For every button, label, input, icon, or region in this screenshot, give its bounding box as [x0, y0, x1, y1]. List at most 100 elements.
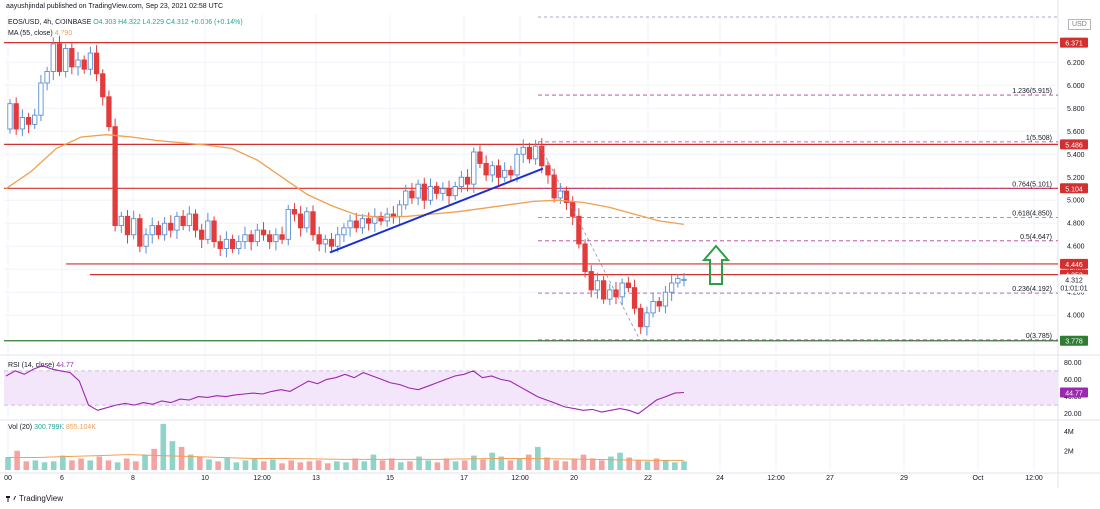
ohlc-close: C4.312 [166, 19, 189, 26]
candle-body [452, 185, 458, 197]
ma-legend[interactable]: MA (55, close) 4.790 [8, 30, 72, 37]
candle-body [532, 145, 539, 160]
volume-bar [507, 460, 514, 470]
candle-body [681, 278, 687, 281]
volume-tick-label: 2M [1064, 448, 1074, 455]
candle-body [396, 204, 403, 217]
up-arrow-icon [701, 244, 731, 285]
candle-body [458, 176, 465, 187]
candle-body [359, 218, 366, 229]
fib-diagonal [537, 141, 641, 341]
symbol-label: EOS/USD, 4h, COINBASE [8, 19, 92, 26]
candle-body [161, 222, 168, 236]
candle-body [248, 234, 254, 243]
trendline [329, 167, 544, 254]
time-tick-label: 8 [131, 475, 135, 482]
candle-body [56, 43, 63, 72]
volume-bar [187, 454, 194, 470]
price-badge-label: 4.312 [1065, 277, 1083, 284]
volume-bar [260, 461, 267, 470]
fib-level-label: 1.236(5.915) [1012, 88, 1052, 95]
volume-bar [133, 461, 139, 470]
candle-body [471, 151, 477, 185]
volume-bar [224, 457, 231, 470]
tradingview-logo-icon [6, 495, 16, 502]
candle-body [155, 225, 162, 236]
price-axis[interactable]: 4.0004.2004.4004.6004.8005.0005.2005.400… [1060, 37, 1088, 456]
volume-bar [23, 461, 30, 470]
time-tick-label: 00 [4, 475, 12, 482]
volume-bar [471, 455, 477, 470]
candle-body [118, 215, 124, 226]
volume-legend[interactable]: Vol (20) 300.799K 855.104K [8, 424, 96, 431]
volume-bar [5, 457, 11, 470]
candle-body [93, 52, 100, 75]
volume-bar [562, 461, 569, 470]
candle-body [600, 280, 607, 300]
candle-body [199, 229, 205, 240]
candle-body [656, 300, 662, 307]
price-badge [1060, 282, 1088, 293]
candle-body [421, 183, 427, 201]
price-tick-label: 6.200 [1067, 60, 1085, 67]
candle-body [106, 96, 112, 128]
volume-bar [142, 454, 148, 470]
time-tick-label: 15 [386, 475, 394, 482]
candle-body [607, 289, 613, 300]
fib-level-label: 0.5(4.647) [1020, 234, 1052, 241]
candle-body [260, 229, 267, 236]
candle-body [69, 48, 75, 68]
rsi-label: RSI (14, close) [8, 362, 55, 369]
volume-bar [516, 458, 523, 470]
volume-avg-line [6, 454, 684, 461]
candle-body [124, 215, 131, 236]
tradingview-footer[interactable]: TradingView [6, 494, 63, 503]
volume-bar [425, 460, 432, 470]
volume-bar [434, 462, 441, 470]
currency-button[interactable]: USD [1068, 19, 1091, 30]
volume-bar [343, 462, 349, 470]
volume-bar [672, 462, 678, 470]
time-tick-label: 22 [644, 475, 652, 482]
volume-tick-label: 4M [1064, 429, 1074, 436]
candle-body [304, 211, 310, 229]
time-axis[interactable]: 00 6 8 10 12:00 13 15 17 12:00 20 22 24 12:00 27 29 Oct… [4, 475, 1043, 482]
ma55-line [5, 134, 685, 226]
candle-body [514, 153, 520, 176]
rsi-legend[interactable]: RSI (14, close) 44.77 [8, 362, 74, 369]
volume-bar [544, 457, 550, 470]
ma-label: MA (55, close) [8, 30, 53, 37]
volume-bar [50, 461, 57, 470]
rsi-badge [1060, 387, 1088, 398]
volume-bar [32, 460, 39, 470]
time-tick-label: 24 [716, 475, 724, 482]
volume-bar [361, 461, 368, 470]
volume-bar [114, 462, 121, 470]
rsi-pane [4, 365, 1058, 415]
candle-body [87, 52, 94, 70]
candle-body [131, 218, 137, 236]
price-badge [1060, 37, 1088, 48]
candle-body [44, 71, 50, 84]
candle-body [223, 238, 230, 249]
volume-bar [498, 456, 505, 470]
rsi-band [4, 370, 1058, 406]
candle-body [594, 280, 601, 291]
symbol-legend[interactable]: EOS/USD, 4h, COINBASE O4.303 H4.322 L4.2… [8, 19, 243, 26]
price-tick-label: 5.400 [1067, 152, 1085, 159]
time-tick-label: 6 [60, 475, 64, 482]
candle-body [279, 234, 285, 240]
volume-bar [635, 460, 642, 470]
rsi-tick-label: 80.00 [1064, 360, 1082, 367]
volume-bar [123, 458, 130, 470]
price-badge-label: 6.371 [1065, 41, 1083, 48]
time-tick-label: 20 [570, 475, 578, 482]
candle-body [557, 190, 563, 199]
candle-body [551, 174, 557, 199]
volume-bar [78, 458, 84, 470]
candle-body [100, 73, 106, 98]
ohlc-low: L4.229 [142, 19, 165, 26]
volume-bar [608, 456, 614, 470]
candle-body [168, 222, 174, 231]
